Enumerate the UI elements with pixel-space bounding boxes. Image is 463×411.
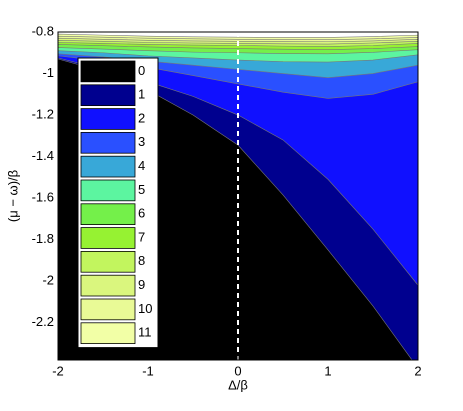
x-axis-label: Δ/β (228, 377, 248, 392)
x-tick-label: -2 (52, 363, 64, 378)
y-axis-label: (μ − ω)/β (5, 170, 20, 222)
legend-label: 11 (138, 325, 152, 340)
y-tick-label: -1 (42, 65, 54, 80)
legend-swatch (80, 60, 136, 83)
legend-label: 1 (138, 87, 145, 102)
x-tick-label: 1 (324, 363, 331, 378)
legend-label: 6 (138, 206, 145, 221)
legend-swatch (80, 84, 136, 107)
legend-swatch (80, 179, 136, 202)
x-tick-label: -1 (142, 363, 154, 378)
legend-label: 3 (138, 134, 145, 149)
legend-label: 4 (138, 158, 145, 173)
y-tick-label: -1.6 (32, 190, 54, 205)
y-tick-label: -2 (42, 273, 54, 288)
legend-swatch (80, 322, 136, 344)
x-tick-label: 0 (234, 363, 241, 378)
legend-swatch (80, 250, 136, 273)
legend-label: 8 (138, 253, 145, 268)
x-tick-label: 2 (414, 363, 421, 378)
legend-label: 9 (138, 277, 145, 292)
legend-label: 5 (138, 182, 145, 197)
y-tick-label: -1.4 (32, 148, 54, 163)
legend-swatch (80, 203, 136, 226)
legend-swatch (80, 108, 136, 130)
legend-label: 0 (138, 63, 145, 78)
legend-swatch (80, 131, 136, 154)
y-tick-label: -2.2 (32, 314, 54, 329)
legend-swatch (80, 227, 136, 249)
legend-swatch (80, 298, 136, 321)
y-tick-label: -0.8 (32, 23, 54, 38)
legend-label: 7 (138, 229, 145, 244)
legend-label: 2 (138, 110, 145, 125)
y-tick-label: -1.8 (32, 231, 54, 246)
legend-swatch (80, 274, 136, 297)
legend-swatch (80, 155, 136, 178)
legend-label: 10 (138, 301, 152, 316)
legend: 0 1 2 3 4 5 6 7 8 9 10 11 (77, 57, 159, 349)
y-tick-label: -1.2 (32, 106, 54, 121)
